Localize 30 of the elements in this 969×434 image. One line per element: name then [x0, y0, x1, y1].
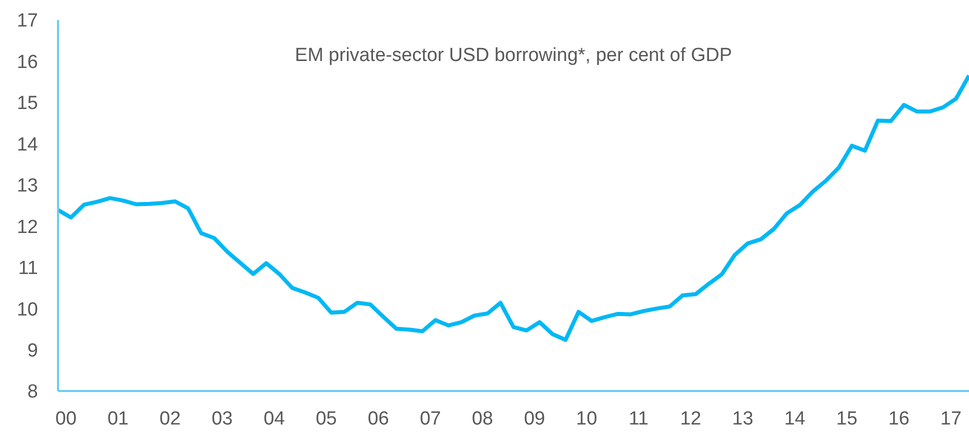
x-tick-label: 13	[732, 408, 754, 430]
x-tick-label: 16	[888, 408, 910, 430]
line-series	[58, 74, 969, 342]
x-tick-label: 17	[940, 408, 962, 430]
y-tick-label: 12	[16, 216, 38, 238]
x-tick-label: 01	[107, 408, 129, 430]
x-tick-label: 07	[420, 408, 441, 430]
text: EM private-sector USD borrowing*, per cent of GDP	[294, 45, 734, 67]
x-tick-label: 15	[836, 408, 858, 430]
y-tick-label: 13	[16, 176, 38, 197]
x-tick-label: 14	[784, 408, 806, 430]
x-tick-label: 02	[160, 408, 181, 430]
y-tick-label: 11	[18, 258, 38, 280]
x-tick-label: 06	[368, 408, 389, 430]
x-tick-label: 10	[576, 408, 598, 430]
x-tick-label: 04	[264, 408, 286, 430]
x-tick-label: 12	[680, 408, 702, 430]
y-tick-label: 14	[16, 134, 38, 156]
x-tick-label: 03	[212, 408, 233, 430]
x-tick-label: 08	[472, 408, 494, 430]
y-tick-label: 10	[16, 299, 38, 320]
x-tick-label: 11	[628, 408, 648, 430]
y-tick-label: 8	[27, 382, 38, 403]
y-tick-label: 9	[27, 340, 38, 362]
x-tick-label: 05	[316, 408, 337, 430]
y-tick-label: 17	[16, 10, 38, 32]
x-tick-label: 00	[55, 408, 77, 430]
y-tick-label: 16	[16, 52, 38, 73]
y-tick-label: 15	[16, 93, 38, 114]
x-tick-label: 09	[524, 408, 546, 430]
